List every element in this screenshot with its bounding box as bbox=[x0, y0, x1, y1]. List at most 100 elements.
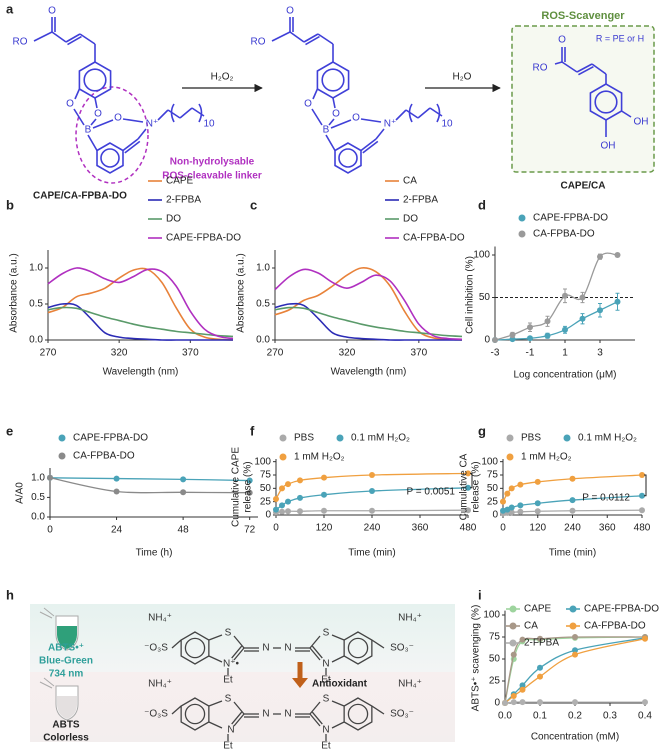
x-tick-label: 320 bbox=[111, 348, 128, 359]
bond bbox=[87, 134, 98, 151]
x-tick-label: 0 bbox=[47, 525, 53, 536]
bond bbox=[309, 635, 321, 649]
data-point bbox=[297, 494, 303, 501]
bond bbox=[591, 63, 607, 75]
ring-aromatic bbox=[100, 148, 120, 168]
bond bbox=[371, 705, 385, 715]
bond bbox=[122, 118, 144, 123]
bond bbox=[79, 33, 96, 45]
data-point bbox=[465, 470, 471, 477]
data-point bbox=[639, 472, 645, 478]
bond bbox=[122, 138, 139, 152]
data-point bbox=[297, 477, 303, 484]
atom-label: 10 bbox=[203, 119, 215, 130]
legend-swatch bbox=[58, 452, 66, 460]
ring-aromatic bbox=[321, 68, 345, 92]
data-point bbox=[569, 497, 576, 504]
data-point bbox=[246, 489, 253, 496]
series-line bbox=[494, 252, 618, 341]
legend-swatch bbox=[509, 639, 517, 647]
legend-label: PBS bbox=[294, 433, 314, 444]
y-axis-title: release (%) bbox=[471, 461, 482, 512]
legend-label: CA bbox=[403, 176, 417, 187]
data-point bbox=[279, 502, 285, 509]
data-point bbox=[369, 507, 375, 514]
legend-label: CA-FPBA-DO bbox=[533, 229, 595, 240]
data-point bbox=[597, 307, 603, 314]
data-point bbox=[537, 699, 543, 706]
data-point bbox=[527, 335, 533, 342]
atom-label: Et bbox=[223, 675, 233, 686]
atom-label: N⁺• bbox=[223, 659, 240, 670]
series-line bbox=[47, 306, 234, 338]
legend-swatch bbox=[509, 605, 517, 613]
data-point bbox=[597, 253, 603, 260]
ring bbox=[180, 631, 210, 665]
x-tick-label: -3 bbox=[491, 348, 500, 359]
series-line bbox=[274, 306, 463, 338]
ring-aromatic bbox=[347, 637, 369, 659]
x-tick-label: 0.1 bbox=[533, 711, 547, 722]
legend-label: 2-FPBA bbox=[166, 195, 201, 206]
y-tick-label: 50 bbox=[260, 483, 272, 494]
y-tick-label: 0.0 bbox=[29, 335, 43, 346]
bond bbox=[167, 109, 181, 119]
x-tick-label: 370 bbox=[182, 348, 199, 359]
legend-label: CAPE bbox=[166, 176, 194, 187]
atom-label: ⁻O₃S bbox=[144, 709, 168, 720]
bond bbox=[67, 35, 82, 46]
legend-label: PBS bbox=[521, 433, 541, 444]
ring-aromatic bbox=[347, 703, 369, 725]
data-point bbox=[642, 699, 648, 706]
data-point bbox=[273, 496, 279, 502]
legend-label: 2-FPBA bbox=[403, 195, 438, 206]
data-point bbox=[279, 508, 285, 515]
data-point bbox=[492, 337, 498, 343]
data-point bbox=[519, 699, 526, 706]
bond bbox=[328, 118, 335, 126]
x-tick-label: 270 bbox=[40, 348, 57, 359]
bond bbox=[124, 140, 141, 154]
data-point bbox=[508, 509, 515, 516]
bond bbox=[311, 645, 323, 659]
data-point bbox=[369, 472, 375, 478]
atom-label: NH₄⁺ bbox=[398, 613, 422, 624]
data-point bbox=[285, 481, 291, 488]
atom-label: NH₄⁺ bbox=[148, 679, 172, 690]
bond bbox=[208, 655, 223, 663]
x-tick-label: 240 bbox=[564, 523, 581, 534]
y-tick-label: 1.0 bbox=[256, 263, 270, 274]
atom-label: S bbox=[323, 628, 330, 639]
bond bbox=[576, 63, 593, 73]
bond bbox=[65, 33, 81, 43]
atom-label: O bbox=[304, 99, 312, 110]
series-line bbox=[47, 267, 234, 341]
data-point bbox=[544, 318, 551, 325]
legend-swatch bbox=[518, 214, 526, 222]
bond bbox=[231, 711, 243, 725]
data-point bbox=[517, 481, 524, 488]
bond bbox=[33, 31, 53, 42]
x-axis-title: Log concentration (μM) bbox=[513, 370, 616, 381]
data-point bbox=[579, 315, 586, 322]
bond bbox=[289, 31, 305, 43]
panel-label: c bbox=[250, 197, 257, 212]
panel-label: d bbox=[478, 197, 486, 212]
bond bbox=[51, 31, 67, 43]
reagent: H₂O₂ bbox=[211, 72, 234, 83]
bond bbox=[305, 35, 320, 46]
bond bbox=[331, 634, 345, 641]
ring bbox=[343, 631, 373, 665]
x-axis-title: Wavelength (nm) bbox=[331, 367, 407, 378]
data-point bbox=[534, 478, 541, 485]
y-tick-label: 100 bbox=[483, 610, 500, 621]
legend-label: CAPE-FPBA-DO bbox=[73, 433, 148, 444]
atom-label: O bbox=[286, 6, 294, 17]
atom-label: N⁺ bbox=[384, 119, 397, 130]
ring bbox=[96, 142, 124, 174]
series-line bbox=[47, 302, 233, 341]
y-tick-label: 75 bbox=[489, 632, 501, 643]
process-arrow bbox=[292, 678, 308, 688]
data-point bbox=[465, 484, 471, 491]
